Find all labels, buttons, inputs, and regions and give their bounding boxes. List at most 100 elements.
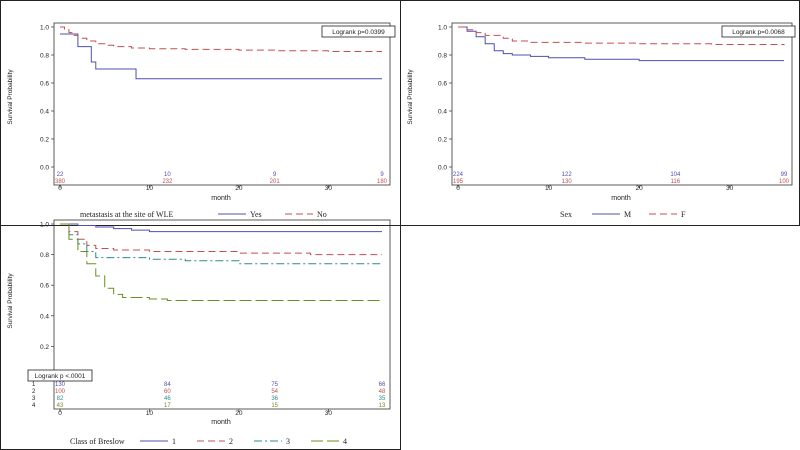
at-risk-count: 54: [271, 389, 278, 395]
at-risk-count: 122: [562, 172, 573, 178]
x-tick-label: 0: [456, 185, 460, 192]
at-risk-count: 48: [379, 389, 386, 395]
series-line-no: [60, 26, 382, 52]
y-tick-label: 0.4: [40, 313, 49, 320]
at-risk-count: 46: [164, 396, 171, 402]
series-line-3: [60, 223, 382, 265]
x-tick-label: 20: [635, 185, 643, 192]
at-risk-group-label: 4: [32, 403, 36, 409]
at-risk-count: 130: [55, 382, 66, 388]
at-risk-count: 82: [57, 396, 64, 402]
y-tick-label: 0.8: [40, 53, 49, 60]
series-line-f: [458, 26, 785, 46]
x-tick-label: 30: [325, 410, 333, 417]
pvalue-label: Logrank p=0.0399: [332, 29, 385, 36]
pvalue-box: [321, 25, 396, 38]
at-risk-count: 180: [377, 179, 388, 185]
at-risk-count: 17: [164, 403, 171, 409]
at-risk-count: 10: [164, 172, 171, 178]
plot-frame: [451, 22, 793, 186]
legend-label-4: 4: [343, 437, 347, 446]
y-tick-label: 0.2: [40, 344, 49, 351]
y-tick-label: 0.6: [438, 81, 447, 88]
at-risk-count: 100: [55, 389, 66, 395]
at-risk-count: 9: [380, 172, 384, 178]
plot-frame: [53, 219, 391, 410]
at-risk-count: 84: [164, 382, 171, 388]
y-axis-label: Survival Probability: [7, 69, 14, 125]
at-risk-count: 15: [271, 403, 278, 409]
y-tick-label: 1.0: [40, 222, 49, 229]
x-tick-label: 0: [58, 185, 62, 192]
at-risk-count: 43: [57, 403, 64, 409]
chart-panel-2: 0.0 0.2 0.4 0.6 0.8 1.0 0 10 20 30 month Survival P…: [407, 22, 796, 219]
legend-label-1: 1: [172, 437, 176, 446]
y-tick-label: 0.8: [40, 252, 49, 259]
pvalue-box: [27, 369, 93, 382]
y-tick-label: 0.4: [438, 109, 447, 116]
x-tick-label: 20: [235, 185, 243, 192]
at-risk-count: 36: [271, 396, 278, 402]
chart-panel-1: 0.0 0.2 0.4 0.6 0.8 1.0 0 10 20 30 month Survival P…: [7, 22, 396, 219]
x-tick-label: 10: [146, 410, 154, 417]
y-tick-label: 1.0: [438, 25, 447, 32]
y-tick-label: 0.4: [40, 109, 49, 116]
x-tick-label: 0: [58, 410, 62, 417]
y-tick-label: 0.2: [40, 137, 49, 144]
x-tick-label: 10: [146, 185, 154, 192]
at-risk-group-label: 2: [32, 389, 36, 395]
at-risk-count: 380: [55, 179, 66, 185]
legend-label-3: 3: [286, 437, 290, 446]
at-risk-count: 100: [779, 179, 790, 185]
x-axis-label: month: [211, 195, 231, 202]
pvalue-label: Logrank p <.0001: [35, 373, 86, 380]
y-axis-label: Survival Probability: [407, 69, 414, 125]
at-risk-count: 13: [379, 403, 386, 409]
x-tick-label: 30: [325, 185, 333, 192]
series-line-2: [60, 223, 382, 256]
legend-title: Sex: [560, 210, 572, 219]
pvalue-label: Logrank p=0.0068: [732, 29, 785, 36]
series-line-m: [458, 26, 784, 62]
legend-title: Class of Breslow: [70, 437, 125, 446]
pvalue-box: [721, 25, 796, 38]
legend-label-no: No: [317, 210, 327, 219]
y-tick-label: 0.2: [438, 137, 447, 144]
x-tick-label: 30: [726, 185, 734, 192]
at-risk-count: 75: [271, 382, 278, 388]
y-tick-label: 0.0: [438, 165, 447, 172]
at-risk-count: 224: [453, 172, 464, 178]
legend-label-m: M: [624, 210, 631, 219]
y-axis-label: Survival Probability: [7, 273, 14, 329]
y-tick-label: 0.6: [40, 283, 49, 290]
at-risk-group-label: 1: [32, 382, 36, 388]
y-tick-label: 0.8: [438, 53, 447, 60]
at-risk-count: 130: [562, 179, 573, 185]
x-axis-label: month: [611, 195, 631, 202]
series-line-4: [60, 223, 382, 301]
y-tick-label: 1.0: [40, 25, 49, 32]
x-tick-label: 10: [545, 185, 553, 192]
y-tick-label: 0.0: [40, 165, 49, 172]
at-risk-group-label: 3: [32, 396, 36, 402]
legend-title: metastasis at the site of WLE: [80, 210, 173, 219]
at-risk-count: 116: [671, 179, 681, 185]
at-risk-count: 22: [57, 172, 64, 178]
at-risk-count: 60: [164, 389, 171, 395]
at-risk-count: 232: [162, 179, 173, 185]
at-risk-count: 201: [270, 179, 281, 185]
legend-label-yes: Yes: [250, 210, 262, 219]
at-risk-count: 9: [273, 172, 277, 178]
at-risk-count: 35: [379, 396, 386, 402]
at-risk-count: 195: [453, 179, 464, 185]
series-line-yes: [60, 33, 382, 80]
at-risk-count: 66: [379, 382, 386, 388]
at-risk-count: 104: [670, 172, 681, 178]
plot-frame: [53, 22, 391, 186]
legend-label-f: F: [681, 210, 686, 219]
legend-label-2: 2: [229, 437, 233, 446]
y-tick-label: 0.6: [40, 81, 49, 88]
at-risk-count: 99: [781, 172, 788, 178]
